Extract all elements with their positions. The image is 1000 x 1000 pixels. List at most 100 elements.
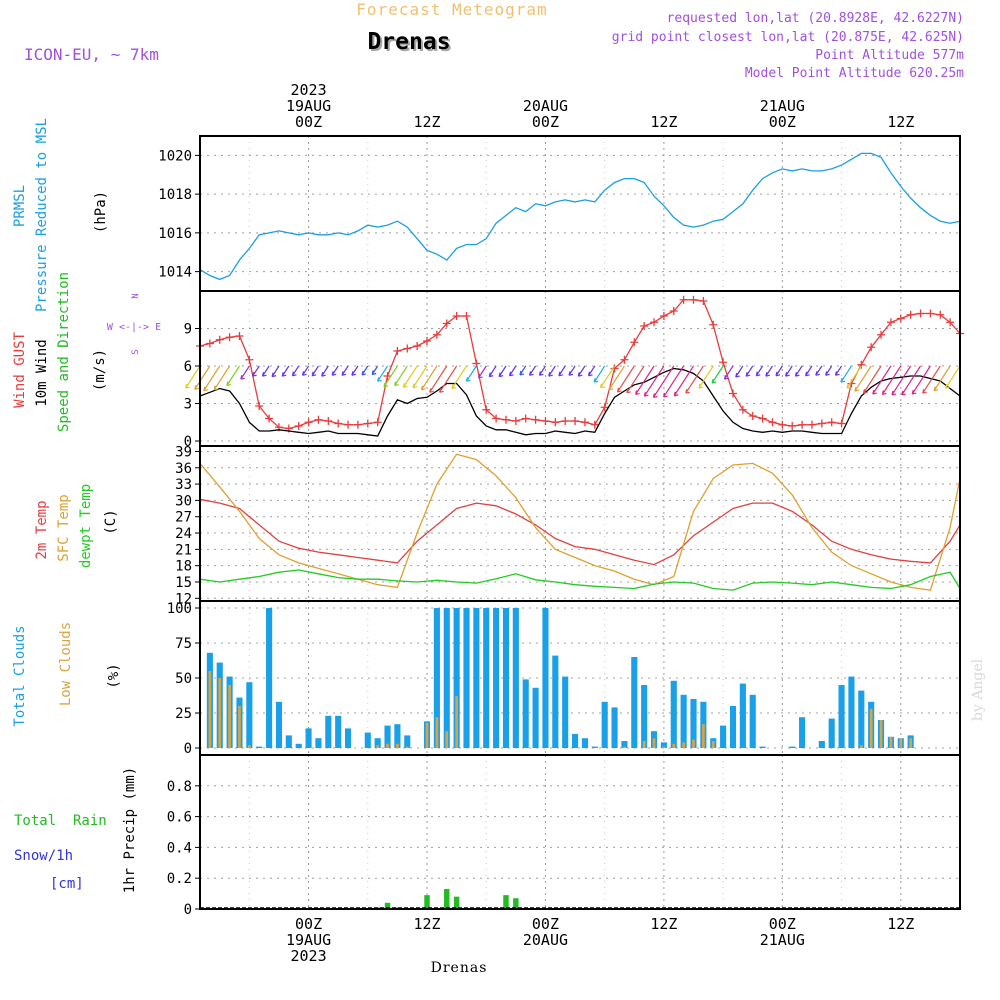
y-tick-label: 33 [175,477,192,493]
wind-direction-arrow [402,365,418,388]
gust-marker [867,343,876,352]
wind-direction-arrow [528,365,537,376]
gust-marker [807,420,816,429]
gust-marker [571,417,580,425]
time-tick-label: 12Z [413,915,440,933]
low-cloud-bar [682,742,685,748]
gust-marker [511,417,520,425]
gust-marker [837,419,846,428]
y-tick-label: 0.4 [167,840,192,856]
rain-bar [453,896,460,909]
series-line-10m-wind [199,367,961,437]
low-cloud-bar [623,746,626,748]
wind-direction-arrow [872,365,892,395]
gust-marker [827,418,836,427]
low-cloud-bar [386,743,389,748]
gust-marker [689,295,698,304]
pressure-unit-label: (hPa) [93,191,109,233]
total-cloud-bar [720,725,727,748]
gust-marker [916,309,925,318]
low-cloud-bar [869,708,873,748]
low-cloud-bar [879,720,883,748]
wind-direction-arrow [371,365,379,376]
y-tick-label: 30 [175,493,192,509]
wind-direction-arrow [429,365,448,393]
low-cloud-bar [711,741,715,748]
wind-direction-arrow [911,365,931,395]
y-tick-label: 24 [175,526,192,542]
low-cloud-bar [909,738,912,748]
wind-direction-arrow [361,365,369,376]
total-cloud-bar [443,608,450,748]
y-tick-label: 1018 [158,187,192,203]
wind-direction-arrow [519,365,527,376]
y-tick-label: 18 [175,559,192,575]
sfc-temp-label: SFC Temp [56,494,72,561]
y-tick-label: 100 [167,601,192,617]
total-cloud-bar [838,685,845,748]
location-title: Drenas [367,29,450,55]
time-tick-label: 12Z [650,113,677,131]
total-cloud-bar [266,608,273,748]
wind-direction-arrow [498,365,507,378]
wind-direction-arrow [723,365,734,380]
gust-marker [650,318,659,327]
low-cloud-bar [238,706,241,748]
time-tick-label: 21AUG [760,931,805,949]
y-tick-label: 6 [184,359,192,375]
low-cloud-bar [702,724,705,748]
wind-direction-arrow [321,365,329,377]
compass-south: S [131,349,141,354]
low-clouds-label: Low Clouds [58,622,74,706]
panels: 1014101610181020036912151821242730333639… [158,135,964,918]
rain-bar [503,895,509,909]
wind-direction-arrow [815,365,823,376]
low-cloud-bar [899,738,903,748]
watermark: by Angel [970,658,986,721]
time-tick-label: 00Z [532,113,559,131]
requested-coords: requested lon,lat (20.8928E, 42.6227N) [667,11,964,26]
wind-direction-arrow [834,365,843,376]
wind-direction-arrow [862,365,882,394]
wind-direction-arrow [394,365,408,387]
total-cloud-bar [433,608,440,748]
wind-direction-arrow [383,365,398,388]
low-cloud-bar [218,678,222,748]
panel-wind: 0 3 6 9 [184,290,964,450]
time-tick-label: 2023 [291,947,327,965]
total-cloud-bar [394,724,401,748]
gust-marker [531,415,540,424]
y-tick-label: 25 [175,706,192,722]
wind-direction-arrow [331,365,339,376]
gust-marker [245,355,254,364]
wind-direction-arrow [881,365,902,396]
low-cloud-bar [455,696,458,748]
wind-direction-arrow [577,365,586,377]
time-tick-label: 12Z [650,915,677,933]
wind-direction-arrow [568,365,576,376]
time-tick-label: 12Z [413,113,440,131]
low-cloud-bar [228,685,231,748]
time-tick-label: 20AUG [523,97,568,115]
gust-marker [906,310,915,319]
wind-direction-arrow [785,365,793,377]
wind-direction-label: Speed and Direction [56,272,72,432]
wind-direction-arrow [203,365,221,392]
gust-marker [768,418,777,427]
gust-marker [541,417,550,425]
total-cloud-bar [502,608,510,748]
gust-marker [857,360,866,369]
gust-marker [748,412,757,420]
wind-direction-arrow [945,365,961,389]
total-cloud-bar [463,608,470,748]
wind-direction-arrow [735,365,744,378]
footer-location: Drenas [431,960,488,976]
total-cloud-bar [315,738,322,748]
total-clouds-label: Total Clouds [12,625,28,726]
gust-marker [679,295,688,304]
total-cloud-bar [591,746,598,748]
temp-unit-label: (C) [103,509,119,534]
total-cloud-bar [739,683,746,748]
wind-direction-arrow [922,365,941,394]
